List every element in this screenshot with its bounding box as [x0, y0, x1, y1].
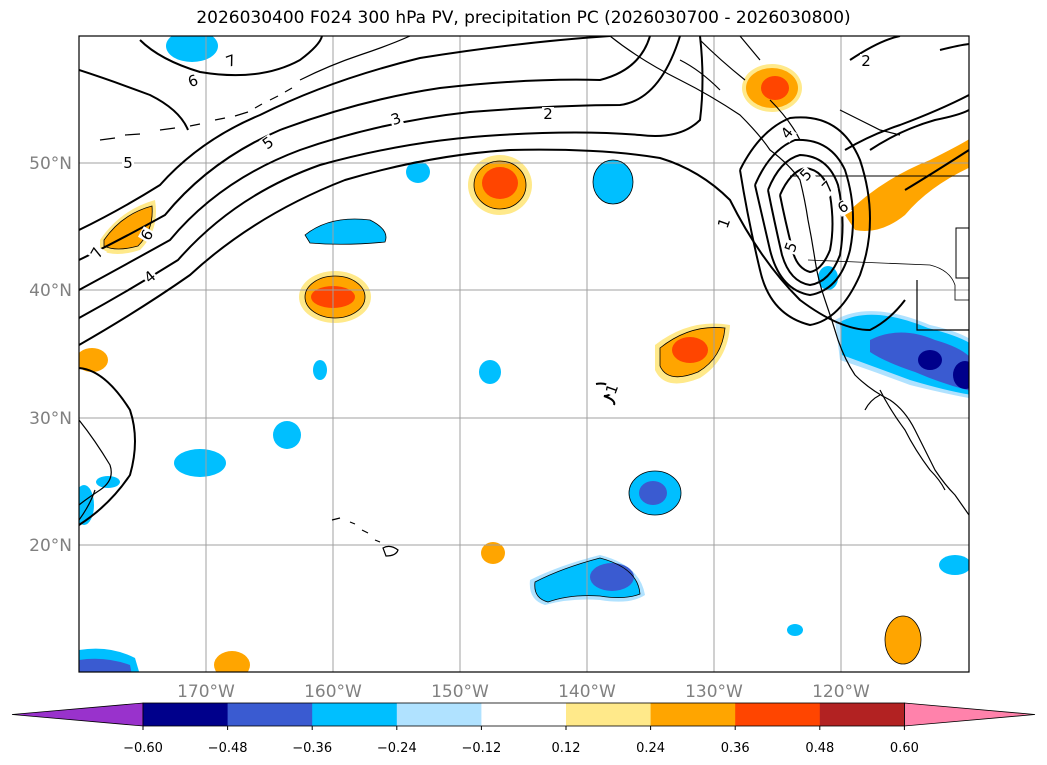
- negative-anomaly-region: [313, 360, 327, 380]
- lat-tick-label: 40°N: [29, 281, 72, 301]
- contour-label-background: [259, 133, 278, 153]
- contour-label-background: [137, 226, 157, 245]
- colorbar-tick-label: −0.24: [377, 741, 417, 756]
- colorbar-extend-high: [904, 702, 1036, 727]
- contour-label-background: [542, 107, 554, 122]
- positive-anomaly-region: [214, 651, 250, 672]
- lon-tick-label: 150°W: [431, 682, 489, 702]
- negative-anomaly-region: [273, 421, 301, 449]
- pv-contour-label: 5: [123, 154, 133, 172]
- negative-anomaly-region: [787, 624, 803, 636]
- positive-anomaly-region: [655, 323, 730, 384]
- colorbar-tick-label: 0.24: [636, 741, 665, 756]
- chart-title: 2026030400 F024 300 hPa PV, precipitatio…: [196, 8, 851, 28]
- contour-label-background: [122, 156, 134, 171]
- longitude-axis: 170°W 160°W 150°W 140°W 130°W 120°W: [177, 682, 870, 702]
- negative-anomaly-region: [406, 161, 430, 183]
- anomaly-outlines: [103, 159, 922, 665]
- colorbar-outline: [142, 702, 905, 727]
- colorbar-segment: [735, 703, 821, 726]
- positive-anomaly-region: [845, 139, 969, 231]
- contour-label-background: [796, 165, 816, 185]
- colorbar-segment: [227, 703, 313, 726]
- lon-tick-label: 140°W: [558, 682, 616, 702]
- colorbar-tick-label: 0.36: [721, 741, 750, 756]
- contour-label-background: [140, 267, 160, 287]
- negative-anomaly-region: [835, 311, 969, 399]
- lat-tick-label: 20°N: [29, 536, 72, 556]
- colorbar-segment: [566, 703, 652, 726]
- colorbar-tick-label: −0.60: [123, 741, 163, 756]
- colorbar-tick-label: −0.12: [461, 741, 501, 756]
- lon-tick-label: 160°W: [304, 682, 362, 702]
- plot-frame: [78, 35, 970, 673]
- colorbar: −0.60 −0.48 −0.36 −0.24 −0.12 0.12 0.24 0.36 0.4…: [11, 702, 1036, 756]
- pv-contour-label: 2: [861, 52, 871, 70]
- contour-label-background: [715, 214, 734, 232]
- positive-anomaly-region: [742, 64, 802, 112]
- lon-tick-label: 170°W: [177, 682, 235, 702]
- negative-anomaly-region: [79, 485, 94, 525]
- contour-label-background: [860, 54, 872, 69]
- lat-tick-label: 50°N: [29, 154, 72, 174]
- pv-contours: [79, 36, 969, 526]
- contour-label-background: [87, 244, 107, 263]
- contour-label-background: [603, 380, 622, 398]
- gridlines: [79, 36, 969, 672]
- colorbar-tick-label: 0.48: [805, 741, 834, 756]
- contour-label-background: [387, 110, 405, 129]
- negative-anomaly-region: [166, 36, 218, 62]
- colorbar-tick-label: 0.60: [890, 741, 919, 756]
- colorbar-segment: [481, 703, 567, 726]
- colorbar-segment: [312, 703, 398, 726]
- negative-anomaly-region: [305, 219, 386, 245]
- positive-anomaly-region: [885, 616, 921, 664]
- positive-anomaly-region: [100, 200, 156, 254]
- coastlines: [79, 36, 969, 557]
- negative-anomaly-region: [939, 555, 969, 575]
- positive-anomaly-region: [481, 542, 505, 564]
- negative-anomaly-region: [174, 449, 226, 477]
- colorbar-extend-low: [11, 702, 144, 727]
- contour-label-background: [834, 197, 853, 217]
- lon-tick-label: 130°W: [685, 682, 743, 702]
- negative-anomaly-region: [629, 471, 681, 515]
- colorbar-tick-label: −0.48: [208, 741, 248, 756]
- colorbar-segment: [819, 703, 905, 726]
- colorbar-tick-label: −0.36: [292, 741, 332, 756]
- colorbar-tick-label: 0.12: [552, 741, 581, 756]
- lon-tick-label: 120°W: [812, 682, 870, 702]
- latitude-axis: 50°N 40°N 30°N 20°N: [29, 154, 72, 556]
- contour-label-background: [777, 123, 797, 143]
- colorbar-segment: [396, 703, 482, 726]
- negative-anomaly-region: [79, 648, 140, 672]
- positive-anomaly-region: [468, 155, 532, 215]
- pv-contour-label: 2: [543, 105, 553, 123]
- positive-anomaly-region: [299, 271, 371, 323]
- lat-tick-label: 30°N: [29, 409, 72, 429]
- colorbar-segment: [650, 703, 736, 726]
- positive-anomaly-region: [79, 348, 108, 372]
- colorbar-segment: [143, 703, 229, 726]
- contour-label-background: [222, 52, 240, 71]
- negative-anomaly-region: [593, 160, 633, 204]
- contour-label-background: [818, 177, 838, 197]
- negative-anomaly-region: [479, 360, 501, 384]
- precip-anomaly-fill: [79, 36, 969, 672]
- contour-label-background: [184, 72, 202, 91]
- contour-label-background: [782, 238, 801, 256]
